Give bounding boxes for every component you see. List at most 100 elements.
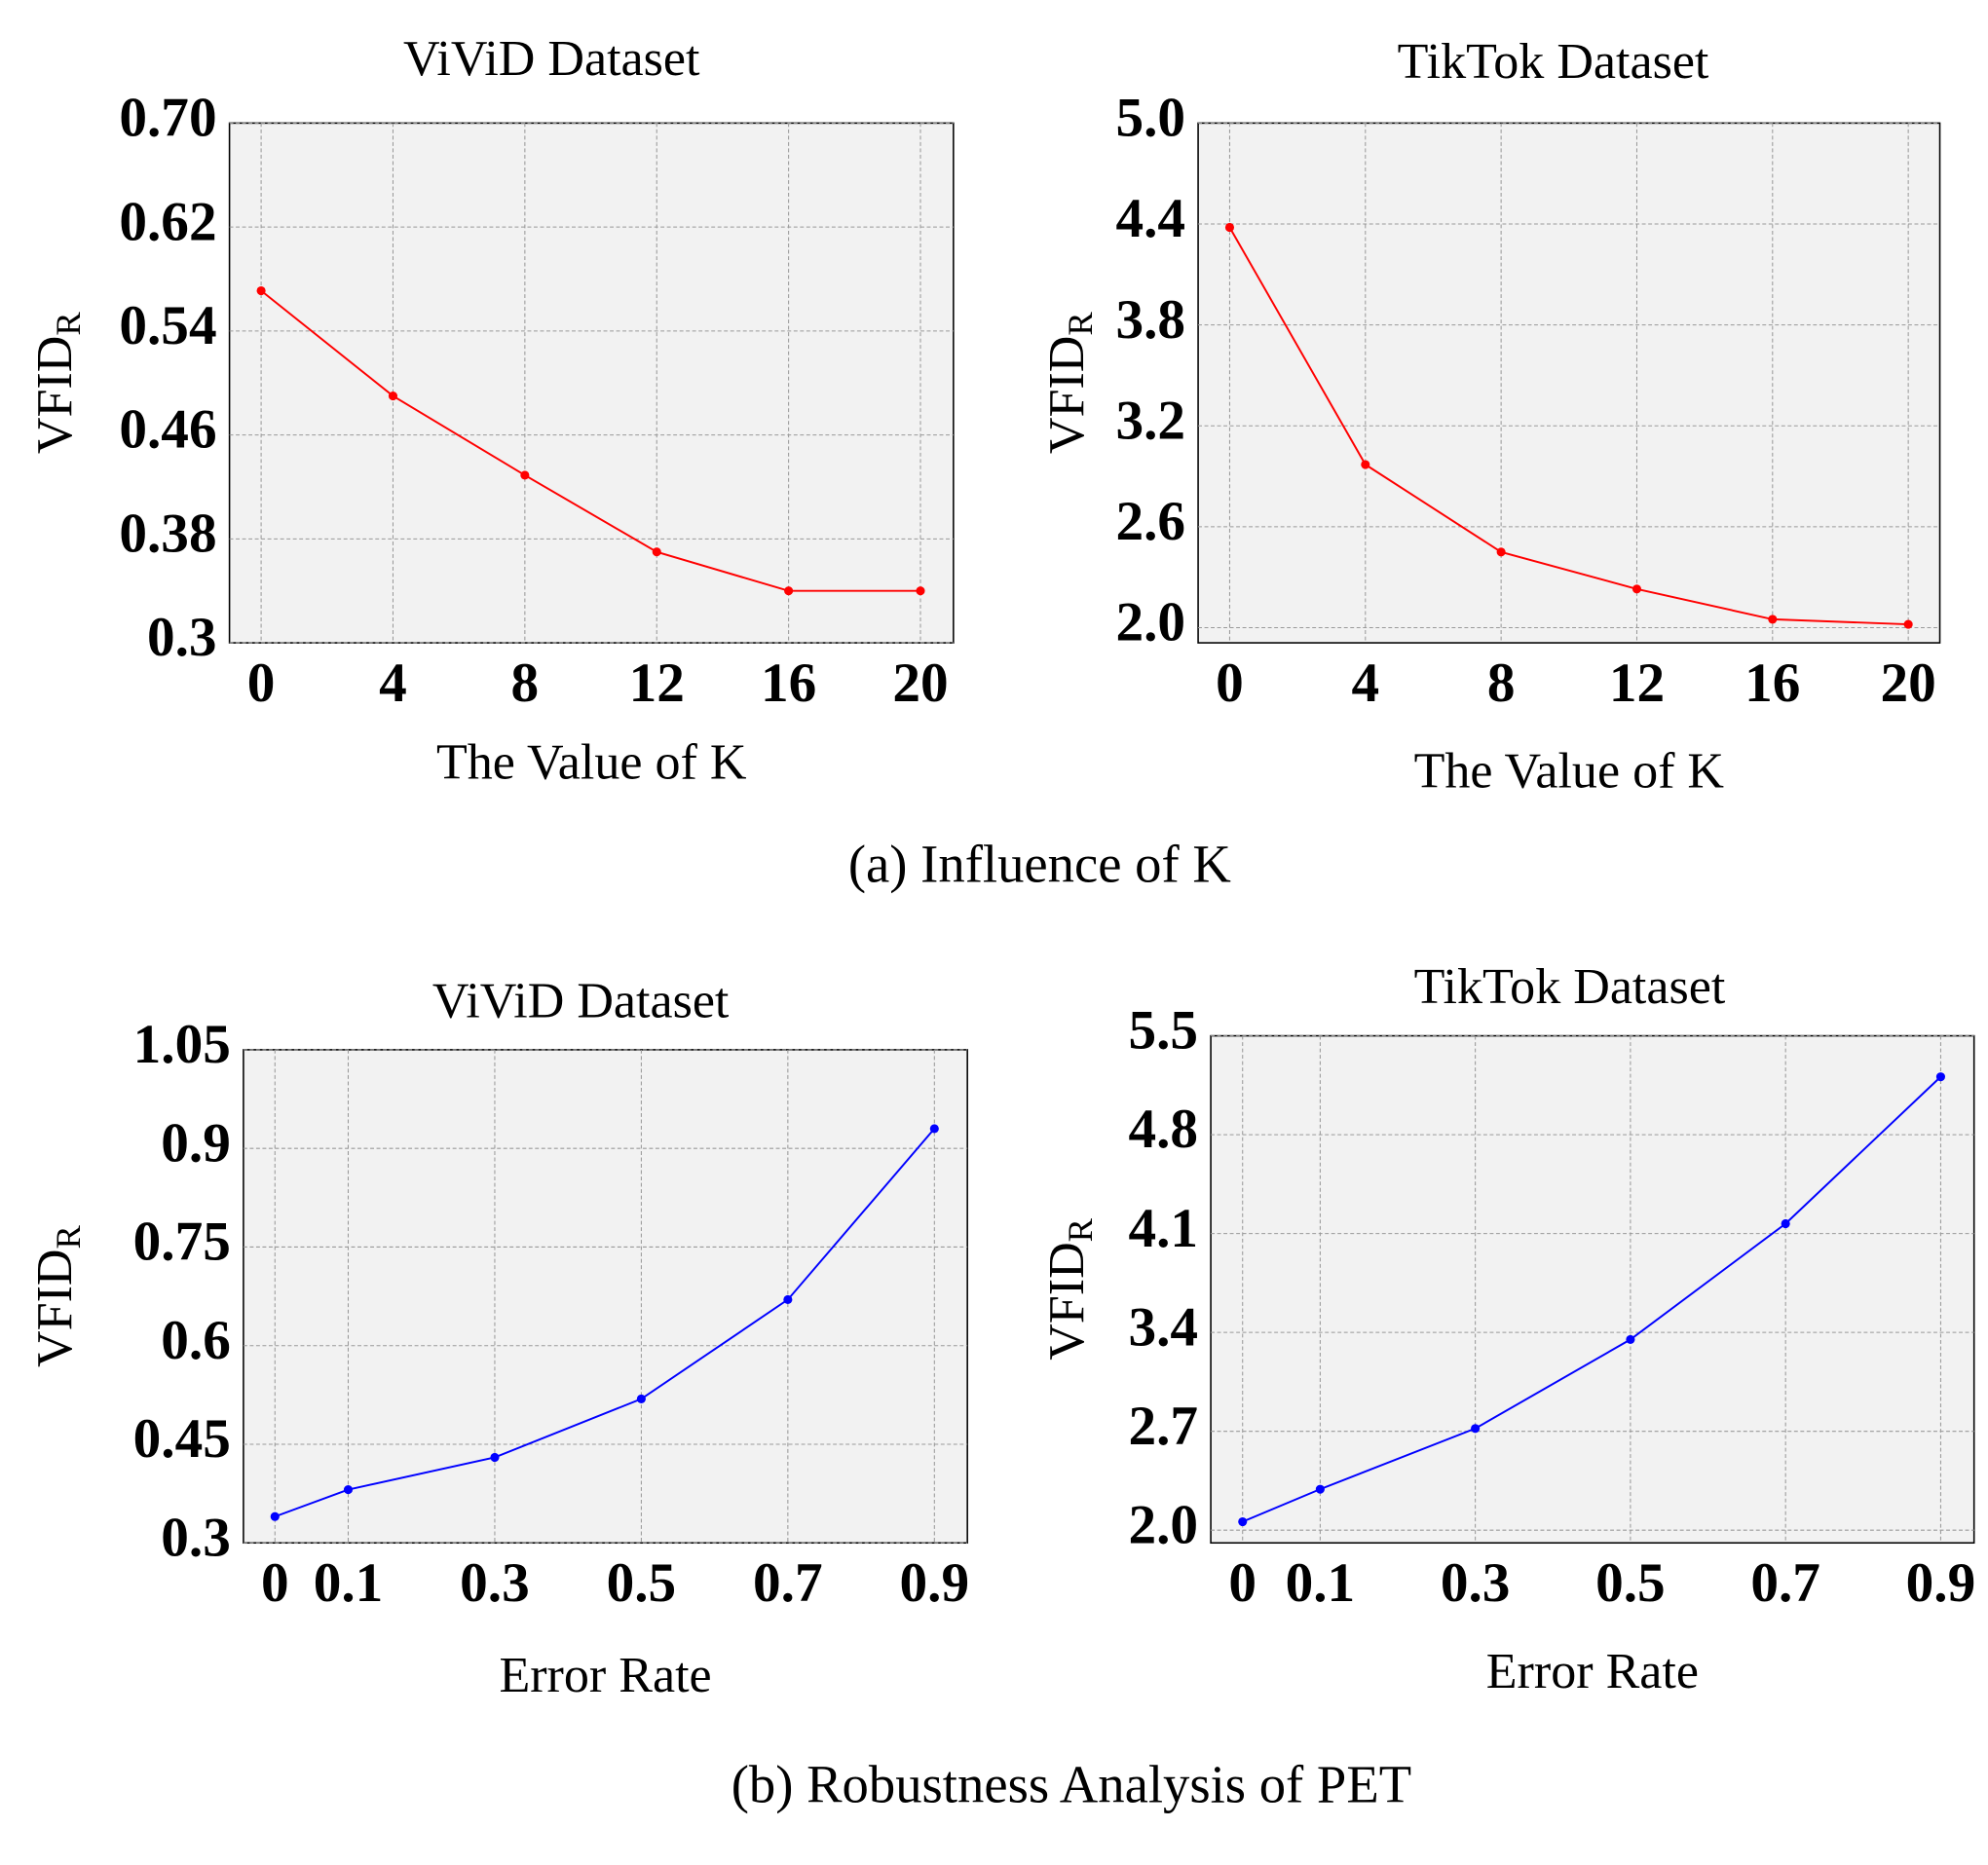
data-point: [929, 1124, 939, 1134]
x-tick-label: 12: [1609, 653, 1665, 714]
chart-title: TikTok Dataset: [1414, 959, 1726, 1015]
data-point: [1935, 1072, 1945, 1082]
y-tick-label: 0.75: [133, 1212, 231, 1273]
x-tick-label: 16: [1744, 653, 1800, 714]
x-tick-label: 4: [1351, 653, 1379, 714]
x-tick-label: 8: [1487, 653, 1516, 714]
y-tick-label: 3.2: [1115, 390, 1185, 451]
y-tick-label: 1.05: [133, 1014, 231, 1075]
y-tick-label: 0.45: [133, 1408, 231, 1470]
y-axis-label-subscript: R: [1061, 1217, 1100, 1242]
x-tick-label: 0.3: [1441, 1552, 1511, 1614]
y-axis-label: VFIDR: [1039, 312, 1100, 454]
caption: (b) Robustness Analysis of PET: [731, 1755, 1411, 1814]
data-point: [1224, 222, 1235, 233]
y-tick-label: 0.9: [161, 1112, 231, 1174]
data-point: [1471, 1424, 1481, 1434]
data-point: [270, 1511, 280, 1521]
x-tick-label: 0.9: [1906, 1552, 1976, 1614]
data-point: [256, 285, 266, 296]
data-point: [636, 1394, 646, 1403]
x-tick-label: 0.7: [753, 1552, 823, 1614]
x-tick-label: 12: [629, 653, 685, 714]
data-point: [490, 1452, 500, 1463]
x-tick-label: 20: [1881, 653, 1936, 714]
data-point: [1496, 547, 1506, 557]
x-tick-label: 0.1: [314, 1552, 384, 1614]
x-tick-label: 0.5: [607, 1552, 677, 1614]
data-line: [274, 1128, 936, 1518]
y-tick-label: 0.54: [119, 295, 216, 356]
caption: (a) Influence of K: [848, 835, 1231, 894]
y-axis-label-text: VFID: [27, 336, 83, 454]
x-tick-label: 0: [261, 1552, 289, 1614]
y-tick-label: 0.3: [147, 607, 217, 668]
x-axis-label: Error Rate: [1486, 1644, 1699, 1699]
y-tick-label: 0.70: [119, 88, 216, 149]
data-point: [652, 547, 661, 557]
data-point: [1238, 1516, 1248, 1527]
y-axis-label-text: VFID: [1039, 1242, 1095, 1360]
chart-title: TikTok Dataset: [1398, 34, 1709, 90]
y-axis-label-text: VFID: [27, 1250, 83, 1367]
x-tick-label: 0: [247, 653, 276, 714]
plot-area: [1210, 1034, 1975, 1545]
y-axis-label-subscript: R: [1061, 312, 1100, 336]
x-axis-label: The Value of K: [436, 735, 747, 791]
y-tick-label: 4.4: [1115, 188, 1185, 249]
y-axis-label: VFIDR: [27, 1225, 88, 1367]
y-tick-label: 0.6: [161, 1310, 231, 1371]
x-tick-label: 16: [761, 653, 816, 714]
y-tick-label: 4.8: [1128, 1099, 1198, 1160]
y-tick-label: 4.1: [1128, 1198, 1198, 1259]
data-point: [1768, 615, 1778, 624]
data-point: [916, 586, 925, 596]
data-point: [1315, 1484, 1325, 1494]
data-point: [520, 470, 530, 480]
y-axis-label-subscript: R: [50, 1225, 89, 1250]
data-point: [388, 392, 398, 401]
data-point: [1632, 584, 1642, 594]
plot-area: [228, 122, 955, 644]
data-point: [343, 1485, 354, 1495]
data-point: [1903, 619, 1913, 629]
y-tick-label: 0.3: [161, 1507, 231, 1568]
x-tick-label: 4: [379, 653, 407, 714]
y-tick-label: 5.0: [1115, 88, 1185, 149]
data-point: [783, 1294, 793, 1305]
data-point: [1626, 1334, 1635, 1344]
y-tick-label: 2.0: [1128, 1494, 1198, 1555]
y-axis-label-text: VFID: [1039, 336, 1095, 454]
y-tick-label: 0.38: [119, 503, 216, 564]
plot-area: [1197, 122, 1941, 644]
x-axis-label: Error Rate: [499, 1648, 711, 1703]
data-line: [1242, 1075, 1942, 1523]
data-line: [1228, 226, 1909, 626]
x-tick-label: 20: [892, 653, 948, 714]
y-tick-label: 3.4: [1128, 1296, 1198, 1358]
data-point: [1781, 1218, 1790, 1229]
data-point: [784, 586, 794, 596]
chart-title: ViViD Dataset: [403, 31, 700, 87]
x-tick-label: 0.5: [1595, 1552, 1666, 1614]
x-tick-label: 0.1: [1286, 1552, 1356, 1614]
x-tick-label: 0.7: [1750, 1552, 1820, 1614]
y-axis-label: VFIDR: [1039, 1217, 1100, 1360]
y-tick-label: 5.5: [1128, 1000, 1198, 1062]
y-tick-label: 0.46: [119, 399, 216, 461]
y-tick-label: 2.7: [1128, 1396, 1198, 1457]
x-axis-label: The Value of K: [1414, 744, 1725, 800]
y-tick-label: 2.0: [1115, 592, 1185, 653]
y-axis-label: VFIDR: [27, 312, 88, 454]
data-point: [1361, 460, 1370, 469]
data-line: [260, 289, 921, 592]
x-tick-label: 8: [511, 653, 540, 714]
x-tick-label: 0.3: [460, 1552, 530, 1614]
y-tick-label: 0.62: [119, 191, 216, 252]
y-axis-label-subscript: R: [50, 312, 89, 336]
x-tick-label: 0.9: [900, 1552, 970, 1614]
plot-area: [243, 1049, 968, 1545]
y-tick-label: 2.6: [1115, 491, 1185, 552]
x-tick-label: 0: [1216, 653, 1244, 714]
